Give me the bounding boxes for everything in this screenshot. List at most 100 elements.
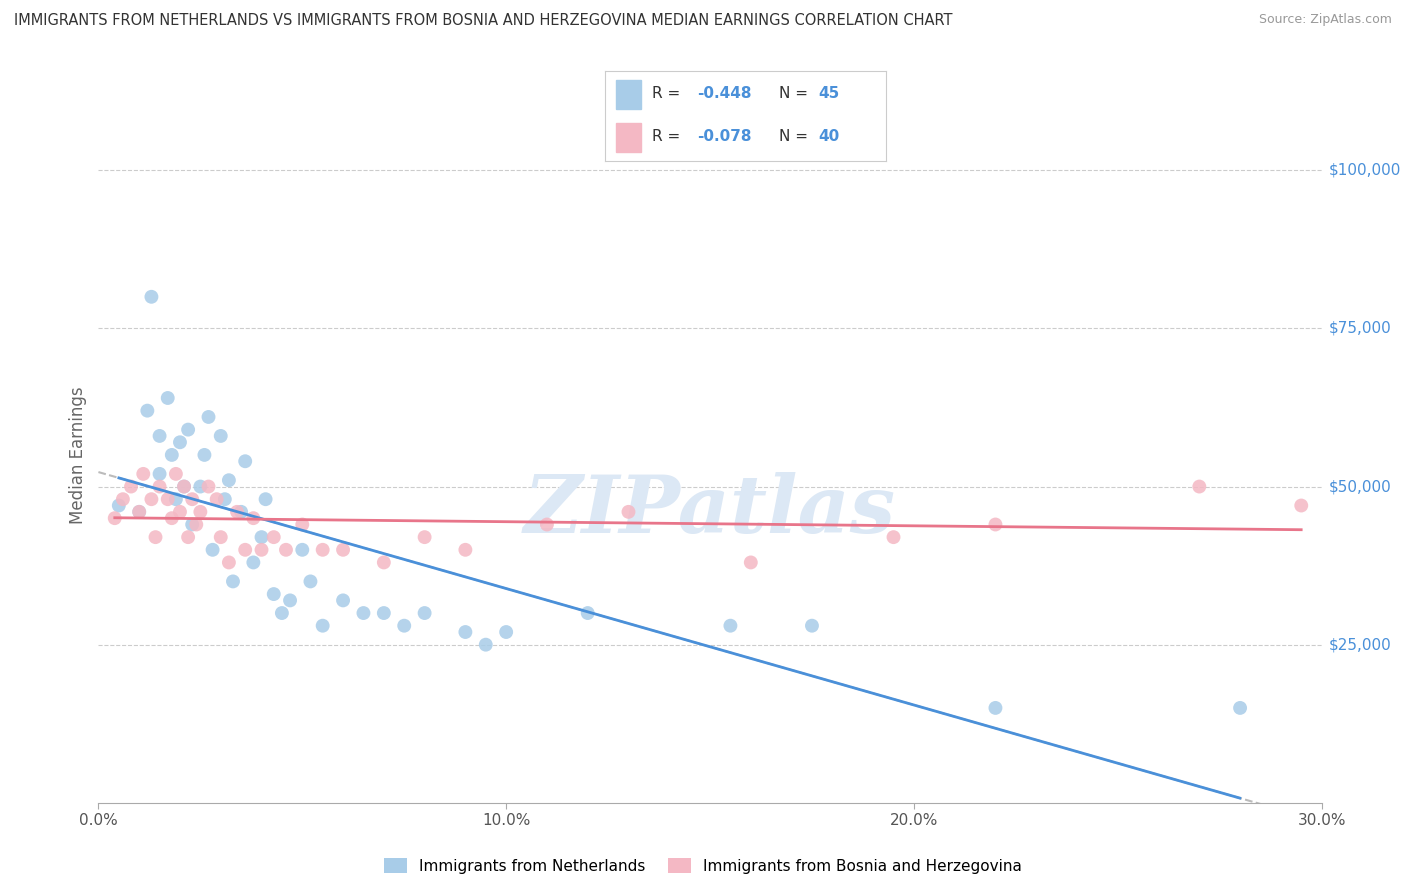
Point xyxy=(373,556,395,570)
Point xyxy=(209,530,232,544)
Y-axis label: Median Earnings: Median Earnings xyxy=(69,386,87,524)
Point xyxy=(474,638,498,652)
Point xyxy=(332,542,354,557)
Point xyxy=(1291,499,1313,513)
Point xyxy=(145,530,167,544)
Point xyxy=(270,606,294,620)
Point xyxy=(188,505,212,519)
Point xyxy=(250,530,273,544)
Point xyxy=(169,435,191,450)
Point xyxy=(617,505,640,519)
Text: IMMIGRANTS FROM NETHERLANDS VS IMMIGRANTS FROM BOSNIA AND HERZEGOVINA MEDIAN EAR: IMMIGRANTS FROM NETHERLANDS VS IMMIGRANT… xyxy=(14,13,952,29)
Text: $100,000: $100,000 xyxy=(1329,163,1400,178)
Point xyxy=(209,429,232,443)
Text: -0.448: -0.448 xyxy=(697,87,752,101)
Point xyxy=(181,492,204,507)
Point xyxy=(1188,479,1211,493)
Point xyxy=(104,511,127,525)
Point xyxy=(160,511,183,525)
Point xyxy=(242,511,264,525)
Point xyxy=(108,499,131,513)
Text: $50,000: $50,000 xyxy=(1329,479,1392,494)
Point xyxy=(149,479,172,493)
Point xyxy=(169,505,191,519)
Point xyxy=(120,479,142,493)
Point xyxy=(250,542,273,557)
Point xyxy=(156,391,179,405)
Bar xyxy=(616,123,641,152)
Point xyxy=(205,492,228,507)
Point xyxy=(883,530,905,544)
Point xyxy=(801,618,824,632)
Text: $75,000: $75,000 xyxy=(1329,321,1392,336)
Point xyxy=(188,479,212,493)
Point xyxy=(352,606,374,620)
Point xyxy=(413,530,436,544)
Point xyxy=(233,454,256,468)
Point xyxy=(312,542,335,557)
Point xyxy=(149,429,172,443)
Point xyxy=(165,467,187,481)
Point xyxy=(201,542,224,557)
Text: N =: N = xyxy=(779,87,813,101)
Point xyxy=(136,403,159,417)
Point xyxy=(263,587,285,601)
Point xyxy=(111,492,134,507)
Point xyxy=(214,492,236,507)
Text: -0.078: -0.078 xyxy=(697,129,752,144)
Point xyxy=(454,625,477,640)
Point xyxy=(173,479,195,493)
Point xyxy=(141,290,163,304)
Text: $25,000: $25,000 xyxy=(1329,637,1392,652)
Point xyxy=(218,556,240,570)
Point xyxy=(576,606,599,620)
Text: R =: R = xyxy=(652,87,686,101)
Point xyxy=(274,542,297,557)
Point xyxy=(156,492,179,507)
Point xyxy=(291,542,314,557)
Point xyxy=(186,517,208,532)
Point xyxy=(413,606,436,620)
Point xyxy=(332,593,354,607)
Point xyxy=(165,492,187,507)
Point xyxy=(536,517,558,532)
Text: R =: R = xyxy=(652,129,686,144)
Point xyxy=(495,625,517,640)
Point xyxy=(218,473,240,487)
Point xyxy=(312,618,335,632)
Point xyxy=(128,505,150,519)
Point xyxy=(984,517,1007,532)
Point xyxy=(181,517,204,532)
Point xyxy=(226,505,249,519)
Point xyxy=(177,530,200,544)
Point xyxy=(231,505,253,519)
Text: Source: ZipAtlas.com: Source: ZipAtlas.com xyxy=(1258,13,1392,27)
Text: 40: 40 xyxy=(818,129,839,144)
Point xyxy=(197,409,219,424)
Point xyxy=(193,448,215,462)
Point xyxy=(1229,701,1251,715)
Point xyxy=(173,479,195,493)
Point xyxy=(454,542,477,557)
Point xyxy=(222,574,245,589)
Point xyxy=(160,448,183,462)
Point xyxy=(263,530,285,544)
Point xyxy=(718,618,742,632)
Legend: Immigrants from Netherlands, Immigrants from Bosnia and Herzegovina: Immigrants from Netherlands, Immigrants … xyxy=(378,852,1028,880)
Point xyxy=(233,542,256,557)
Point xyxy=(242,556,264,570)
Text: N =: N = xyxy=(779,129,813,144)
Point xyxy=(177,423,200,437)
Point xyxy=(197,479,219,493)
Point xyxy=(373,606,395,620)
Point xyxy=(291,517,314,532)
Point xyxy=(984,701,1007,715)
Text: ZIPatlas: ZIPatlas xyxy=(524,472,896,549)
Point xyxy=(740,556,762,570)
Point xyxy=(254,492,277,507)
Point xyxy=(132,467,155,481)
Point xyxy=(149,467,172,481)
Point xyxy=(141,492,163,507)
Point xyxy=(128,505,150,519)
Bar xyxy=(616,80,641,109)
